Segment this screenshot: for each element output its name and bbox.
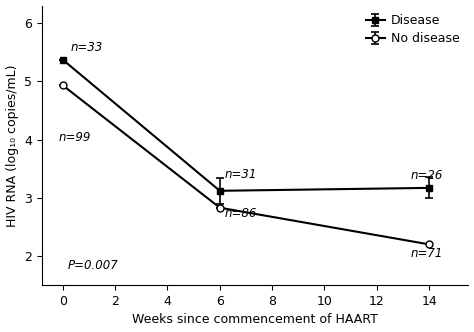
Text: n=99: n=99 [59, 131, 91, 144]
Text: n=71: n=71 [411, 247, 443, 260]
Text: n=26: n=26 [411, 169, 443, 182]
Text: n=33: n=33 [71, 42, 103, 54]
Y-axis label: HIV RNA (log₁₀ copies/mL): HIV RNA (log₁₀ copies/mL) [6, 64, 18, 227]
Text: P=0.007: P=0.007 [68, 259, 119, 272]
X-axis label: Weeks since commencement of HAART: Weeks since commencement of HAART [132, 313, 378, 326]
Legend: Disease, No disease: Disease, No disease [364, 12, 462, 48]
Text: n=31: n=31 [225, 168, 257, 182]
Text: n=86: n=86 [225, 207, 257, 220]
